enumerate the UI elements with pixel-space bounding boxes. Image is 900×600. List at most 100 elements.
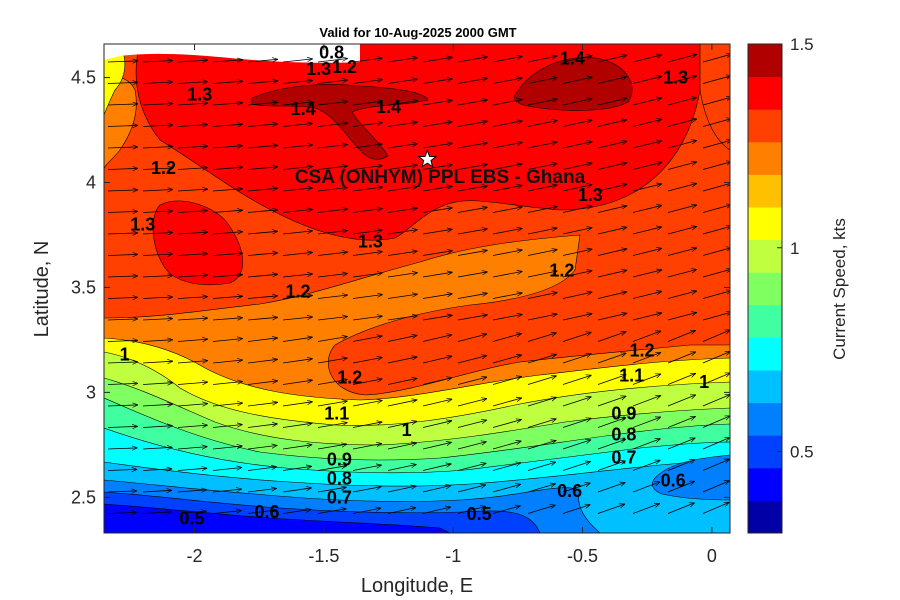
map-title: Valid for 10-Aug-2025 2000 GMT (319, 25, 516, 40)
current-vector-arrow (282, 337, 313, 342)
current-vector-arrow (317, 295, 348, 299)
current-vector-arrow (597, 461, 626, 471)
current-vector-arrow (702, 54, 730, 63)
current-vector-arrow (597, 55, 627, 63)
contour-label: 0.8 (327, 468, 352, 488)
contour-label: 1 (120, 345, 130, 365)
current-vector-arrow (212, 511, 242, 514)
current-vector-arrow (632, 482, 660, 493)
y-tick-label: 3 (86, 382, 96, 402)
current-vector-arrow (667, 205, 697, 213)
contour-label: 1.3 (306, 59, 331, 79)
current-vector-arrow (702, 269, 730, 278)
current-vector-arrow (422, 464, 452, 471)
current-vector-arrow (352, 336, 383, 342)
current-vector-arrow (702, 458, 730, 471)
current-vector-arrow (492, 376, 522, 385)
current-vector-arrow (702, 291, 730, 299)
contour-label: 0.6 (254, 502, 279, 522)
current-vector-arrow (492, 506, 521, 514)
current-vector-arrow (422, 165, 453, 170)
current-vector-arrow (632, 98, 662, 106)
current-vector-arrow (457, 399, 487, 407)
current-vector-arrow (597, 163, 627, 170)
x-tick-label: -1 (445, 546, 461, 566)
current-vector-arrow (282, 188, 313, 192)
current-vector-arrow (457, 250, 488, 256)
current-vector-arrow (527, 293, 557, 299)
current-vector-arrow (562, 505, 590, 514)
current-vector-arrow (562, 249, 592, 256)
current-vector-arrow (247, 424, 278, 428)
current-vector-arrow (282, 274, 313, 278)
contour-label: 1 (699, 372, 709, 392)
current-vector-arrow (597, 77, 627, 84)
current-vector-arrow (457, 442, 487, 450)
current-vector-arrow (457, 293, 488, 299)
current-vector-arrow (457, 420, 487, 428)
current-vector-arrow (142, 104, 173, 106)
current-vector-arrow (597, 396, 626, 407)
current-vector-arrow (597, 98, 627, 106)
current-vector-arrow (352, 444, 382, 450)
current-vector-arrow (562, 314, 592, 321)
current-vector-arrow (527, 207, 557, 213)
current-vector-arrow (282, 423, 313, 428)
current-vector-arrow (352, 252, 383, 256)
current-vector-arrow (107, 147, 138, 148)
current-vector-arrow (352, 58, 383, 63)
current-vector-arrow (212, 60, 243, 62)
current-vector-arrow (492, 314, 523, 321)
current-vector-arrow (492, 78, 523, 84)
current-vector-arrow (527, 354, 557, 364)
current-vector-arrow (492, 293, 523, 299)
current-vector-arrow (597, 439, 626, 450)
current-vector-arrow (562, 461, 591, 471)
current-vector-arrow (212, 360, 243, 364)
contour-label: 0.9 (327, 450, 352, 470)
current-vector-arrow (317, 252, 348, 256)
current-vector-arrow (317, 166, 348, 170)
current-vector-arrow (247, 402, 278, 407)
current-vector-arrow (317, 188, 348, 192)
current-vector-arrow (597, 353, 626, 364)
current-vector-arrow (247, 338, 278, 342)
current-vector-arrow (702, 312, 730, 321)
y-axis-label: Latitude, N (31, 241, 53, 338)
current-vector-arrow (282, 295, 313, 299)
current-vector-arrow (422, 272, 453, 278)
current-vector-field (107, 54, 730, 514)
current-vector-arrow (562, 228, 592, 235)
current-vector-arrow (387, 187, 418, 192)
contour-label: 1.4 (560, 49, 585, 69)
current-vector-arrow (212, 189, 243, 191)
site-label: CSA (ONHYM) PPL EBS - Ghana (295, 167, 586, 188)
contour-label: 0.9 (611, 403, 636, 423)
current-vector-arrow (422, 143, 453, 149)
current-vector-arrow (632, 374, 661, 385)
current-vector-arrow (142, 276, 173, 278)
current-vector-arrow (457, 229, 488, 235)
current-vector-arrow (667, 312, 697, 321)
current-vector-arrow (317, 444, 347, 450)
current-vector-arrow (247, 59, 278, 63)
current-vector-arrow (527, 78, 557, 84)
current-vector-arrow (352, 123, 383, 127)
current-vector-arrow (702, 119, 730, 127)
current-vector-arrow (142, 469, 172, 471)
current-vector-arrow (527, 440, 556, 450)
y-axis-ticks: 2.5 3 3.5 4 4.5 (71, 68, 730, 507)
colorbar-swatch (748, 76, 782, 110)
current-vector-arrow (142, 147, 173, 149)
current-vector-arrow (562, 271, 592, 278)
contour-label: 1 (402, 420, 412, 440)
current-vector-arrow (352, 144, 383, 149)
contour-label: 1.2 (337, 368, 362, 388)
current-vector-arrow (492, 185, 523, 192)
contour-label: 1.4 (376, 97, 401, 117)
current-vector-arrow (107, 254, 138, 255)
current-vector-arrow (107, 426, 138, 427)
current-vector-arrow (387, 294, 418, 299)
speed-band-above-1-4-east (514, 57, 633, 111)
current-vector-arrow (317, 401, 348, 407)
